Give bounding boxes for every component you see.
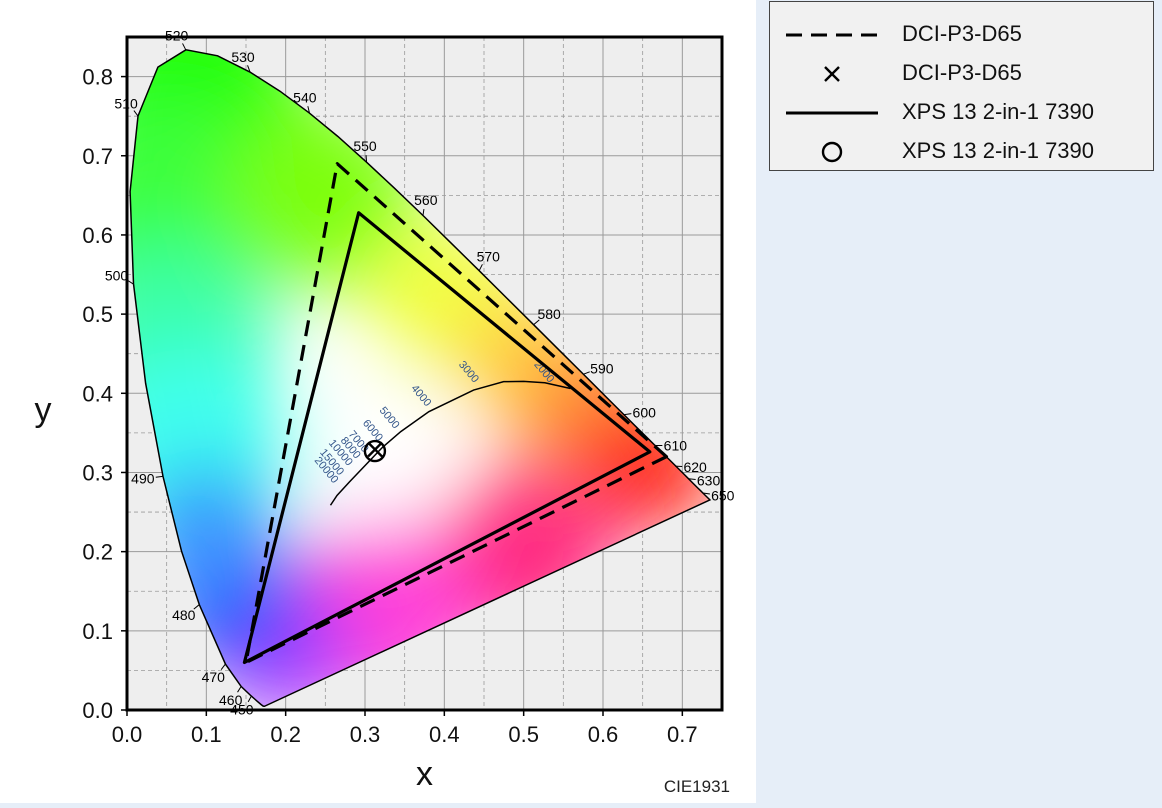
x-tick-label: 0.2 <box>270 722 301 747</box>
wavelength-label: 610 <box>664 437 688 453</box>
wavelength-label: 630 <box>697 472 721 488</box>
wavelength-label: 460 <box>219 692 243 708</box>
wavelength-label: 500 <box>105 267 129 283</box>
y-tick-label: 0.1 <box>82 619 113 644</box>
footer-label: CIE1931 <box>664 777 730 796</box>
legend-item-dashed: DCI-P3-D65 <box>770 15 1153 53</box>
legend-item-x: DCI-P3-D65 <box>770 54 1153 92</box>
x-tick-label: 0.4 <box>429 722 460 747</box>
y-axis-label: y <box>35 391 52 429</box>
x-tick-label: 0.6 <box>588 722 619 747</box>
y-tick-label: 0.3 <box>82 460 113 485</box>
y-tick-label: 0.5 <box>82 302 113 327</box>
x-tick-label: 0.5 <box>508 722 539 747</box>
wavelength-label: 550 <box>353 138 377 154</box>
legend-label: XPS 13 2-in-1 7390 <box>902 99 1094 125</box>
wavelength-label: 490 <box>131 470 155 486</box>
wavelength-label: 600 <box>633 404 657 420</box>
legend-item-circle: XPS 13 2-in-1 7390 <box>770 132 1153 170</box>
x-tick-label: 0.3 <box>350 722 381 747</box>
wavelength-label: 560 <box>414 192 438 208</box>
x-marker-icon <box>782 58 882 88</box>
y-tick-label: 0.0 <box>82 698 113 723</box>
y-tick-label: 0.6 <box>82 223 113 248</box>
wavelength-label: 470 <box>202 669 226 685</box>
y-tick-label: 0.2 <box>82 540 113 565</box>
x-tick-label: 0.7 <box>667 722 698 747</box>
dashed-line-icon <box>782 19 882 49</box>
wavelength-label: 590 <box>590 361 614 377</box>
solid-line-icon <box>782 97 882 127</box>
legend: DCI-P3-D65 DCI-P3-D65 XPS 13 2-in-1 7390… <box>769 1 1154 171</box>
legend-item-solid: XPS 13 2-in-1 7390 <box>770 93 1153 131</box>
circle-marker-icon <box>782 136 882 166</box>
y-tick-label: 0.4 <box>82 381 113 406</box>
wavelength-label: 530 <box>231 49 255 65</box>
y-tick-label: 0.7 <box>82 144 113 169</box>
legend-label: XPS 13 2-in-1 7390 <box>902 138 1094 164</box>
x-tick-label: 0.0 <box>112 722 143 747</box>
y-tick-label: 0.8 <box>82 65 113 90</box>
wavelength-label: 480 <box>172 607 196 623</box>
x-tick-label: 0.1 <box>191 722 222 747</box>
x-axis-label: x <box>416 755 433 793</box>
wavelength-label: 580 <box>537 306 561 322</box>
wavelength-tick <box>366 155 367 162</box>
wavelength-label: 520 <box>165 27 189 43</box>
wavelength-label: 570 <box>477 248 501 264</box>
chromaticity-chart: 4504604704804905005105205305405505605705… <box>0 0 756 803</box>
legend-label: DCI-P3-D65 <box>902 21 1022 47</box>
wavelength-tick <box>689 479 696 480</box>
legend-label: DCI-P3-D65 <box>902 60 1022 86</box>
wavelength-label: 540 <box>293 89 317 105</box>
